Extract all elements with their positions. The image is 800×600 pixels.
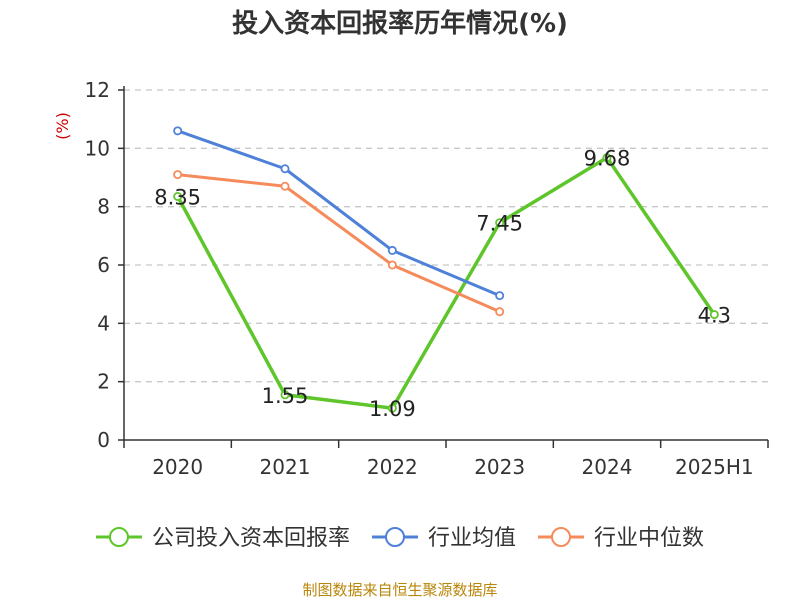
y-axis-unit: (%)	[53, 112, 72, 140]
y-tick-label: 2	[97, 370, 110, 394]
series-1	[173, 153, 719, 413]
chart-title: 投入资本回报率历年情况(%)	[232, 8, 568, 39]
data-point	[280, 390, 290, 400]
data-point	[495, 291, 505, 301]
data-point	[495, 218, 505, 228]
legend-item-3[interactable]: 行业中位数	[538, 526, 704, 551]
data-point	[387, 403, 397, 413]
y-tick-label: 0	[97, 428, 110, 452]
data-label: 4.3	[698, 304, 731, 328]
data-point	[173, 126, 183, 136]
legend-label: 行业中位数	[594, 526, 704, 551]
data-label: 9.68	[584, 147, 631, 171]
x-tick-label: 2025H1	[675, 455, 754, 479]
x-tick-label: 2020	[152, 455, 203, 479]
y-tick-label: 6	[97, 253, 110, 277]
legend-swatch-marker	[551, 527, 572, 547]
legend-item-1[interactable]: 公司投入资本回报率	[95, 526, 350, 551]
y-tick-label: 12	[85, 78, 110, 102]
data-point	[602, 153, 612, 163]
legend-label: 公司投入资本回报率	[152, 526, 350, 551]
series-line	[177, 129, 501, 298]
series-2	[173, 126, 505, 301]
x-tick-label: 2024	[582, 455, 633, 479]
data-point	[280, 181, 290, 191]
source-note: 制图数据来自恒生聚源数据库	[302, 581, 497, 599]
legend-label: 行业均值	[428, 526, 516, 551]
data-label: 7.45	[476, 212, 523, 236]
data-label: 8.35	[154, 185, 201, 209]
data-point	[173, 170, 183, 180]
y-tick-label: 10	[85, 136, 110, 160]
data-point	[387, 245, 397, 255]
data-label: 1.55	[262, 384, 309, 408]
grid-lines	[124, 89, 768, 383]
data-labels: 8.35 1.55 1.09 7.45 9.68 4.3	[154, 147, 731, 422]
data-label: 1.09	[369, 397, 416, 421]
axes: 0 2 4 6 8 10 12 2020 2021 2022 2023 2024 2025H1	[85, 78, 769, 479]
series-3	[173, 170, 505, 317]
x-tick-label: 2021	[260, 455, 311, 479]
data-point	[280, 164, 290, 174]
x-tick-label: 2023	[474, 455, 525, 479]
series-line	[176, 155, 716, 410]
series-layer	[173, 126, 719, 413]
legend-swatch-marker	[384, 527, 405, 547]
x-tick-label: 2022	[367, 455, 418, 479]
series-line	[177, 173, 501, 314]
legend-swatch-marker	[108, 527, 129, 547]
data-point	[709, 310, 719, 320]
data-point	[173, 191, 183, 201]
data-point	[387, 260, 397, 270]
y-tick-label: 4	[97, 311, 110, 335]
data-point	[495, 307, 505, 317]
legend: 公司投入资本回报率 行业均值 行业中位数	[95, 526, 704, 551]
legend-item-2[interactable]: 行业均值	[371, 526, 516, 551]
y-tick-label: 8	[97, 195, 110, 219]
